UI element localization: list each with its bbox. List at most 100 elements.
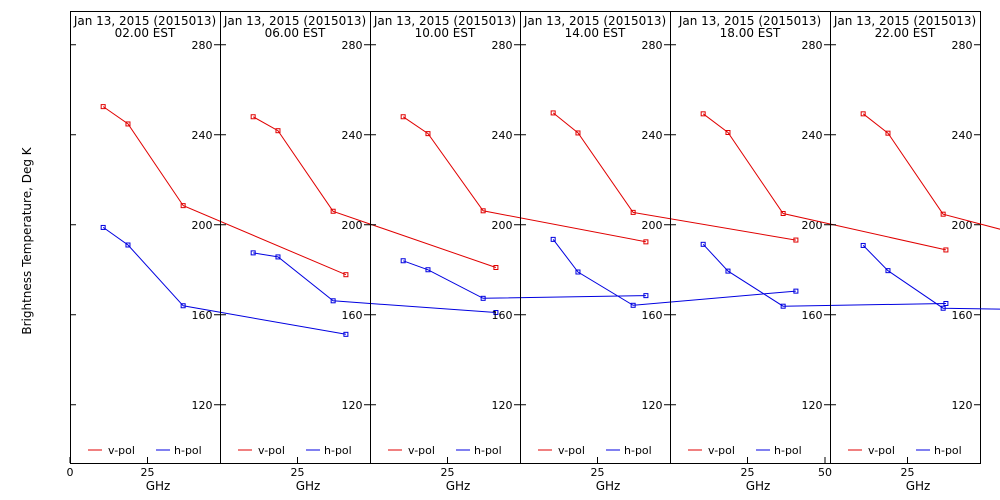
panel-3: Jan 13, 2015 (2015013)10.00 EST 120 160 200… [370,11,649,493]
data-point-v-pol [793,237,799,243]
y-tick-label: 200 [802,219,823,232]
x-axis-label: GHz [146,479,171,493]
series-line-v-pol [252,116,497,268]
chart-panels: Jan 13, 2015 (2015013)02.00 EST120160200… [67,11,1000,493]
series-line-h-pol [552,239,796,306]
data-point-h-pol [275,254,281,260]
x-tick-label: 25 [441,466,455,479]
panel-frame [520,11,671,464]
data-point-v-pol [480,208,486,214]
y-tick-label: 160 [192,309,213,322]
panel-subtitle: 14.00 EST [565,26,626,40]
series-line-h-pol [102,226,346,335]
y-tick-label: 120 [642,399,663,412]
y-tick-label: 200 [192,219,213,232]
data-point-h-pol [940,305,946,311]
data-point-h-pol [700,241,706,247]
data-point-h-pol [550,236,556,242]
y-tick-label: 200 [952,219,973,232]
y-tick-label: 200 [342,219,363,232]
legend-label-h-pol: h-pol [624,444,652,457]
data-point-h-pol [575,269,581,275]
x-axis-label: GHz [446,479,471,493]
series-line-v-pol [102,106,347,276]
data-point-v-pol [180,203,186,209]
panel-frame [830,11,981,464]
y-tick-label: 120 [952,399,973,412]
data-point-v-pol [700,111,706,117]
data-point-v-pol [425,131,431,137]
data-point-h-pol [793,288,799,294]
data-point-v-pol [100,104,106,110]
data-point-h-pol [725,268,731,274]
panel-subtitle: 02.00 EST [115,26,176,40]
x-axis-label: GHz [906,479,931,493]
data-point-h-pol [343,331,349,337]
panel-frame [70,11,221,464]
series-line-h-pol [403,260,646,299]
data-point-h-pol [493,310,499,315]
data-point-h-pol [180,303,186,309]
data-point-v-pol [125,121,131,127]
y-tick-label: 240 [952,129,973,142]
y-tick-label: 280 [192,39,213,52]
y-tick-label: 160 [802,309,823,322]
series-line-h-pol [253,252,496,313]
data-point-h-pol [630,302,636,308]
y-axis-label: Brightness Temperature, Deg K [20,146,34,334]
panel-title: Jan 13, 2015 (2015013) [73,14,216,28]
y-tick-label: 200 [492,219,513,232]
panel-4: Jan 13, 2015 (2015013)14.00 EST 120 160 200… [520,11,799,493]
x-axis-label: GHz [296,479,321,493]
data-point-h-pol [885,268,891,274]
series-line-v-pol [702,113,947,251]
data-point-h-pol [425,267,431,273]
y-tick-label: 160 [642,309,663,322]
panel-frame [370,11,521,464]
series-line-v-pol [552,112,796,241]
data-point-h-pol [100,224,106,230]
legend-label-v-pol: v-pol [108,444,135,457]
data-point-v-pol [643,239,649,245]
panel-title: Jan 13, 2015 (2015013) [678,14,821,28]
panel-subtitle: 06.00 EST [265,26,326,40]
y-tick-label: 280 [952,39,973,52]
legend-label-h-pol: h-pol [174,444,202,457]
series-line-h-pol [702,243,946,307]
x-tick-label: 25 [901,466,915,479]
legend-label-v-pol: v-pol [868,444,895,457]
y-tick-label: 160 [952,309,973,322]
data-point-v-pol [860,111,866,117]
panel-5: Jan 13, 2015 (2015013)18.00 EST 120 160 200… [670,11,949,493]
x-tick-label: 50 [818,466,832,479]
data-point-v-pol [725,130,731,135]
x-tick-label: 0 [67,466,74,479]
legend-label-h-pol: h-pol [324,444,352,457]
data-point-h-pol [780,303,786,309]
data-point-h-pol [860,242,866,248]
data-point-v-pol [780,211,786,216]
panel-frame [220,11,371,464]
data-point-v-pol [575,130,581,136]
panel-title: Jan 13, 2015 (2015013) [523,14,666,28]
data-point-v-pol [943,247,949,253]
data-point-v-pol [343,272,349,278]
legend-label-h-pol: h-pol [934,444,962,457]
panel-subtitle: 18.00 EST [720,26,781,40]
data-point-v-pol [630,209,636,215]
series-line-v-pol [862,113,1000,230]
y-tick-label: 240 [192,129,213,142]
data-point-h-pol [643,293,649,299]
x-tick-label: 25 [291,466,305,479]
y-tick-label: 240 [492,129,513,142]
series-line-h-pol [862,245,1000,310]
panel-title: Jan 13, 2015 (2015013) [223,14,366,28]
data-point-h-pol [250,250,256,256]
legend-label-h-pol: h-pol [774,444,802,457]
data-point-v-pol [940,211,946,217]
data-point-h-pol [480,295,486,301]
x-tick-label: 25 [141,466,155,479]
panel-title: Jan 13, 2015 (2015013) [373,14,516,28]
y-tick-label: 200 [642,219,663,232]
